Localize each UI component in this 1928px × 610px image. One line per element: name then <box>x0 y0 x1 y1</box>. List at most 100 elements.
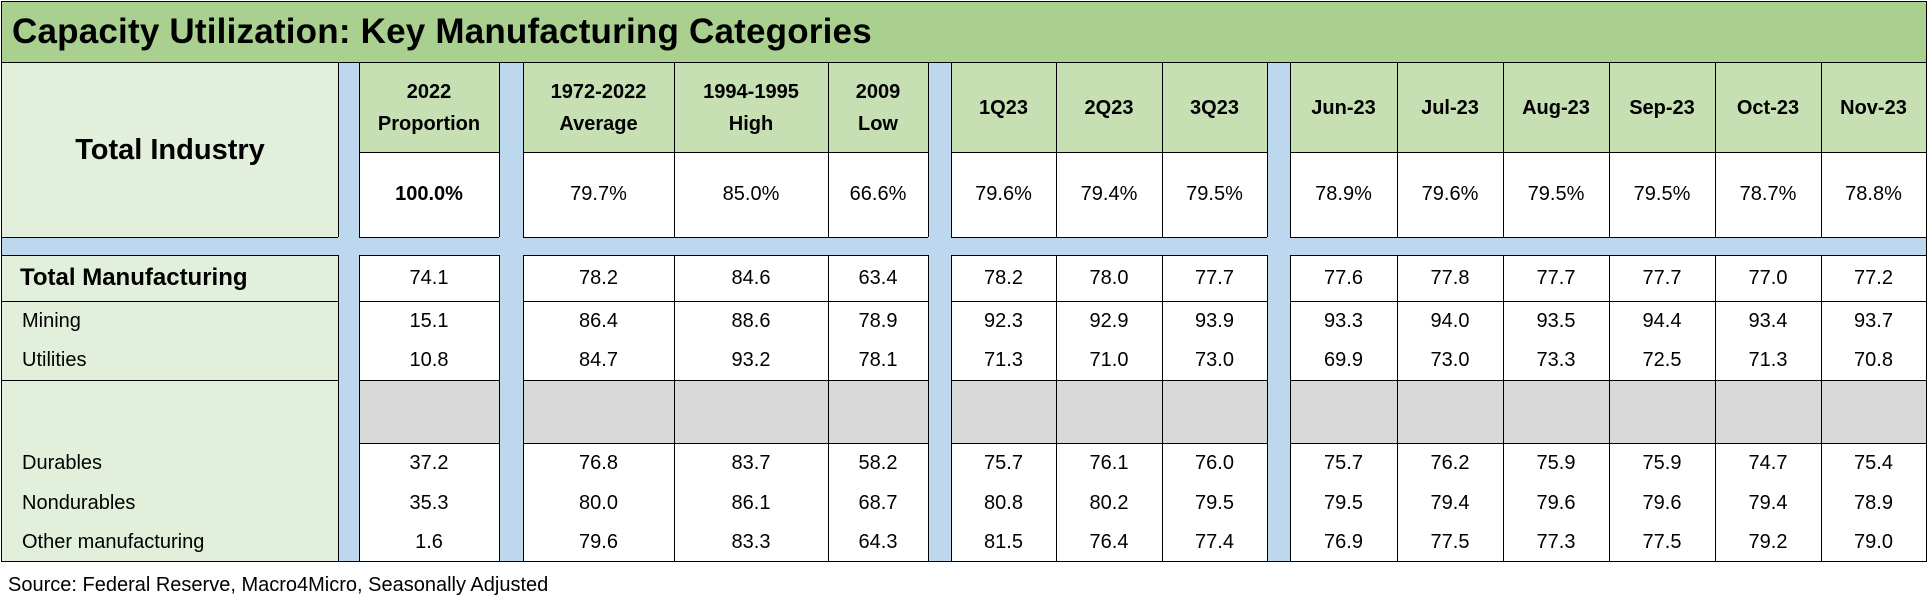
spacer-band <box>951 380 1267 443</box>
grid-line <box>1503 255 1504 561</box>
column-header-line: 2Q23 <box>1084 96 1134 119</box>
table-title: Capacity Utilization: Key Manufacturing … <box>1 1 1927 63</box>
grid-line <box>499 63 500 237</box>
table-cell: 79.6 <box>1642 491 1682 514</box>
table-cell: 81.5 <box>984 530 1023 553</box>
table-cell: 94.4 <box>1642 309 1682 332</box>
total-industry-value: 79.6% <box>975 183 1032 205</box>
table-cell: 77.2 <box>1854 266 1893 289</box>
grid-line <box>359 301 499 302</box>
grid-line <box>523 63 524 237</box>
column-header: Sep-23 <box>1609 63 1715 152</box>
table-cell: 77.0 <box>1748 266 1788 289</box>
grid-line <box>1162 255 1163 561</box>
column-header-line: Low <box>858 112 898 135</box>
column-separator <box>338 63 359 561</box>
table-cell: 74.7 <box>1748 451 1788 474</box>
column-header: 2Q23 <box>1056 63 1162 152</box>
table-cell: 79.0 <box>1854 530 1893 553</box>
grid-line <box>951 152 1267 153</box>
grid-line <box>359 63 360 237</box>
grid-line <box>674 63 675 237</box>
grid-line <box>338 255 339 561</box>
grid-line <box>499 255 500 561</box>
table-cell: 77.6 <box>1324 266 1363 289</box>
table-cell: 78.2 <box>579 266 618 289</box>
grid-line <box>1290 152 1926 153</box>
column-header: Jun-23 <box>1290 63 1397 152</box>
row-label: Durables <box>22 451 103 474</box>
grid-line <box>1926 63 1927 237</box>
table-cell: 78.2 <box>984 266 1023 289</box>
grid-line <box>1290 237 1926 238</box>
column-header-line: High <box>728 112 774 135</box>
spacer-band <box>1290 380 1926 443</box>
row-label: Utilities <box>22 349 87 371</box>
grid-line <box>359 443 499 444</box>
table-cell: 80.0 <box>579 491 618 514</box>
table-cell: 79.4 <box>1430 491 1470 514</box>
column-header-line: 2009 <box>855 80 901 103</box>
table-cell: 76.9 <box>1324 530 1363 553</box>
table-cell: 94.0 <box>1430 309 1470 332</box>
table-cell: 73.0 <box>1430 349 1470 371</box>
table-cell: 58.2 <box>858 451 898 474</box>
total-industry-value: 79.7% <box>570 183 627 205</box>
column-separator <box>499 63 523 561</box>
table-cell: 86.4 <box>579 309 618 332</box>
table-cell: 77.8 <box>1430 266 1470 289</box>
total-industry-value: 78.7% <box>1739 183 1797 205</box>
table-cell: 75.7 <box>984 451 1023 474</box>
column-header: 1Q23 <box>951 63 1056 152</box>
table-cell: 86.1 <box>731 491 771 514</box>
table-cell: 77.4 <box>1195 530 1234 553</box>
table-cell: 84.6 <box>731 266 771 289</box>
grid-line <box>951 255 1267 256</box>
column-header: 1994-1995 High <box>674 63 828 152</box>
table-cell: 93.9 <box>1195 309 1234 332</box>
column-header: Nov-23 <box>1821 63 1926 152</box>
total-industry-value: 79.6% <box>1421 183 1479 205</box>
table-cell: 75.4 <box>1854 451 1893 474</box>
grid-line <box>2 301 338 302</box>
table-cell: 77.7 <box>1195 266 1234 289</box>
grid-line <box>951 301 1267 302</box>
grid-line <box>523 152 928 153</box>
table-cell: 72.5 <box>1642 349 1682 371</box>
total-industry-value: 78.8% <box>1845 183 1902 205</box>
table-cell: 10.8 <box>409 349 449 371</box>
column-header-line: Nov-23 <box>1840 96 1907 119</box>
grid-line <box>1503 63 1504 237</box>
grid-line <box>1715 255 1716 561</box>
grid-line <box>951 443 1267 444</box>
grid-line <box>951 255 952 561</box>
grid-line <box>359 237 499 238</box>
grid-line <box>523 255 524 561</box>
column-header-line: 3Q23 <box>1190 96 1239 119</box>
grid-line <box>1397 63 1398 237</box>
column-separator <box>928 63 951 561</box>
table-cell: 78.0 <box>1089 266 1129 289</box>
header-band <box>1290 63 1926 152</box>
table-cell: 79.5 <box>1195 491 1234 514</box>
column-header-line: Proportion <box>377 112 481 135</box>
grid-line <box>523 380 928 381</box>
table-cell: 83.3 <box>731 530 771 553</box>
table-cell: 77.5 <box>1642 530 1682 553</box>
table-cell: 71.0 <box>1089 349 1129 371</box>
column-header-line: Aug-23 <box>1522 96 1590 119</box>
total-industry-value: 66.6% <box>849 183 907 205</box>
table-cell: 69.9 <box>1324 349 1363 371</box>
table-cell: 76.2 <box>1430 451 1470 474</box>
table-cell: 78.1 <box>858 349 898 371</box>
grid-line <box>1290 443 1926 444</box>
grid-line <box>1926 63 1927 237</box>
table-cell: 80.2 <box>1089 491 1129 514</box>
table-cell: 68.7 <box>858 491 898 514</box>
grid-line <box>928 255 929 561</box>
table-cell: 79.4 <box>1748 491 1788 514</box>
grid-line <box>1290 255 1291 561</box>
grid-line <box>359 255 499 256</box>
grid-line <box>828 255 829 561</box>
grid-line <box>1290 255 1926 256</box>
